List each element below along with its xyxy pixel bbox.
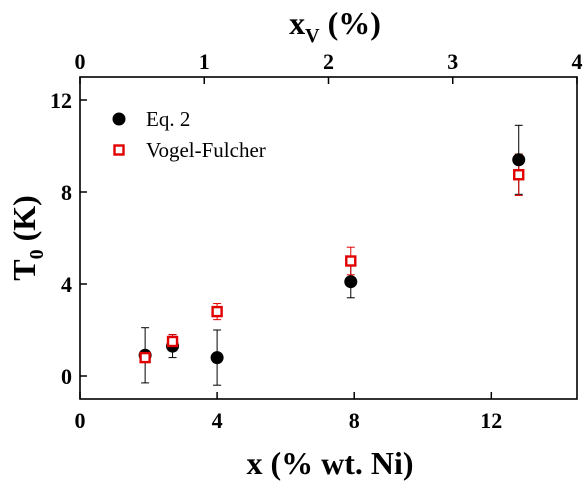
top-x-tick-label: 0 bbox=[75, 49, 86, 74]
top-x-tick-label: 4 bbox=[572, 49, 583, 74]
vogel-fulcher-point bbox=[166, 335, 179, 348]
top-axis-title-rest: (%) bbox=[320, 5, 381, 41]
eq2-point bbox=[210, 351, 224, 365]
vogel-fulcher-point bbox=[139, 351, 151, 364]
top-x-tick-label: 2 bbox=[323, 49, 334, 74]
x-axis-title: x (% wt. Ni) bbox=[246, 445, 413, 481]
x-tick-label: 0 bbox=[75, 408, 86, 433]
top-x-tick-label: 1 bbox=[199, 49, 210, 74]
top-axis-title: xV (%) bbox=[289, 5, 381, 47]
x-tick-label: 4 bbox=[212, 408, 223, 433]
top-axis-title-main: x bbox=[289, 5, 305, 41]
eq2-point bbox=[112, 112, 126, 126]
x-tick-label: 8 bbox=[349, 408, 360, 433]
legend-label: Eq. 2 bbox=[146, 107, 190, 131]
eq2-point bbox=[512, 153, 526, 167]
vogel-fulcher-point bbox=[211, 305, 223, 318]
y-axis-title-sub: 0 bbox=[26, 249, 48, 259]
top-axis-title-sub: V bbox=[305, 25, 320, 47]
y-axis-title: T0 (K) bbox=[6, 195, 48, 281]
y-tick-label: 12 bbox=[50, 88, 72, 113]
y-tick-label: 4 bbox=[61, 272, 72, 297]
vogel-fulcher-point bbox=[113, 144, 125, 156]
top-x-tick-label: 3 bbox=[447, 49, 458, 74]
legend: Eq. 2 Vogel-Fulcher bbox=[112, 107, 266, 162]
y-tick-label: 8 bbox=[61, 180, 72, 205]
data-points bbox=[138, 124, 526, 386]
vogel-fulcher-point bbox=[345, 255, 357, 267]
legend-label: Vogel-Fulcher bbox=[146, 138, 266, 162]
y-axis-title-rest: (K) bbox=[6, 195, 42, 249]
eq2-point bbox=[344, 275, 358, 289]
y-axis-title-main: T bbox=[6, 259, 42, 280]
y-tick-label: 0 bbox=[61, 364, 72, 389]
x-tick-label: 12 bbox=[480, 408, 502, 433]
vogel-fulcher-point bbox=[513, 169, 525, 181]
